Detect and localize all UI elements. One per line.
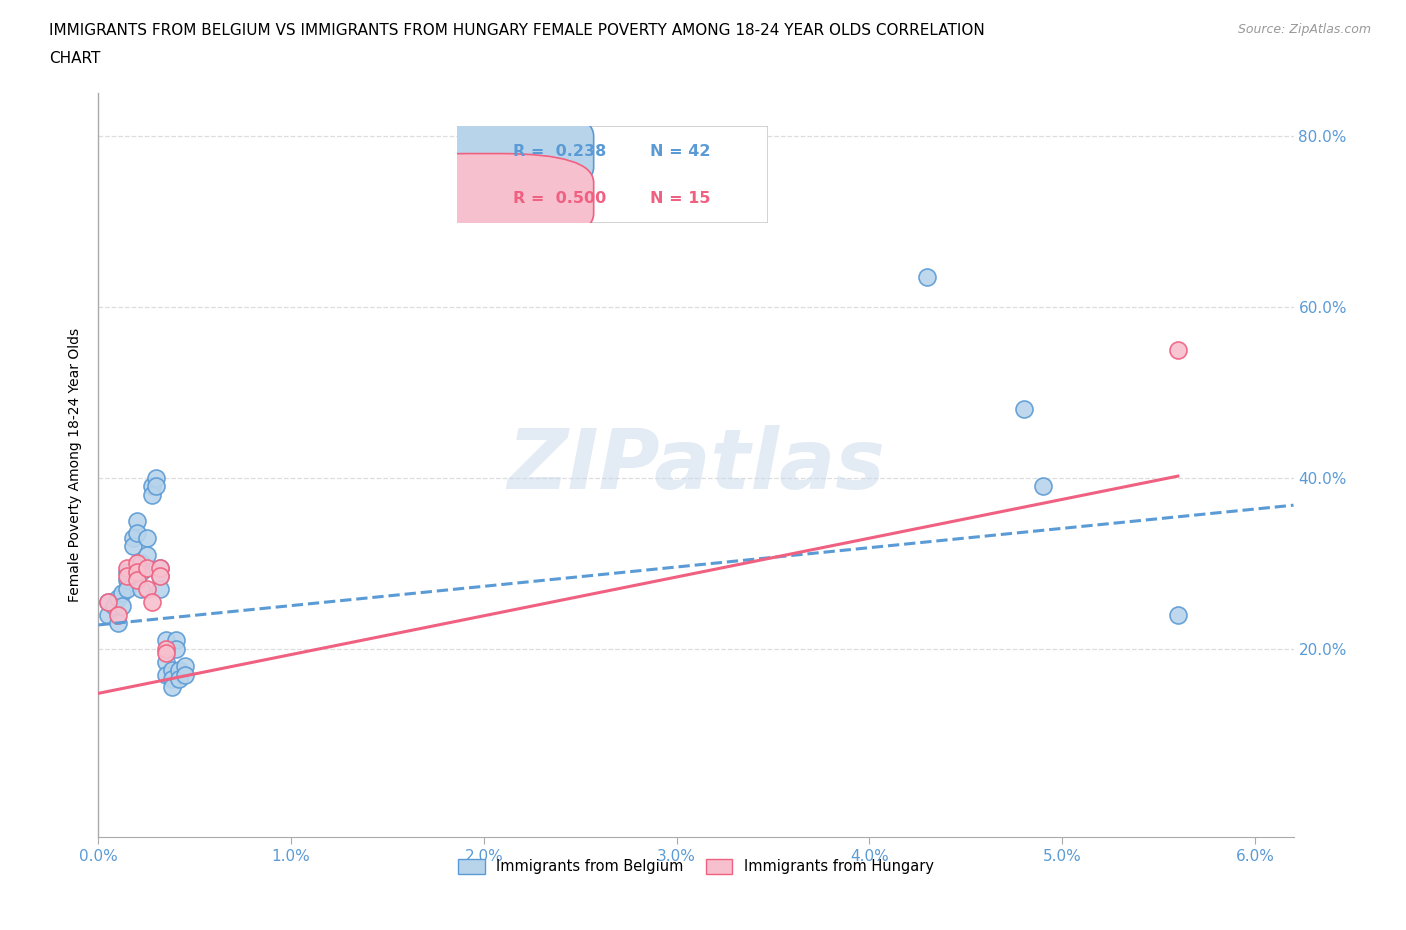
Point [165, 642, 187, 657]
Point [160, 671, 183, 686]
Point [1032, 479, 1054, 494]
Point [1012, 402, 1035, 417]
Point [97, 594, 120, 609]
Point [141, 487, 163, 502]
Point [97, 607, 120, 622]
Legend: Immigrants from Belgium, Immigrants from Hungary: Immigrants from Belgium, Immigrants from… [451, 851, 941, 882]
Point [141, 479, 163, 494]
Y-axis label: Female Poverty Among 18-24 Year Olds: Female Poverty Among 18-24 Year Olds [69, 328, 83, 602]
Point [107, 616, 129, 631]
Point [129, 565, 152, 579]
Point [129, 581, 152, 596]
Point [149, 581, 172, 596]
Point [174, 658, 197, 673]
Point [1167, 342, 1189, 357]
Point [122, 538, 145, 553]
Point [125, 573, 148, 588]
Point [160, 680, 183, 695]
Point [155, 642, 177, 657]
Point [117, 573, 139, 588]
Point [125, 526, 148, 541]
Point [169, 663, 191, 678]
Point [125, 565, 148, 579]
Point [141, 594, 163, 609]
Point [155, 645, 177, 660]
Point [1167, 607, 1189, 622]
Point [117, 565, 139, 579]
Point [117, 560, 139, 575]
Text: ZIPatlas: ZIPatlas [508, 424, 884, 506]
Point [135, 530, 157, 545]
Point [110, 586, 132, 601]
Point [117, 569, 139, 584]
Text: Source: ZipAtlas.com: Source: ZipAtlas.com [1237, 23, 1371, 36]
Point [169, 671, 191, 686]
Point [160, 663, 183, 678]
Point [165, 633, 187, 648]
Point [917, 270, 939, 285]
Point [149, 569, 172, 584]
Point [145, 471, 167, 485]
Point [135, 581, 157, 596]
Point [125, 556, 148, 571]
Point [145, 479, 167, 494]
Point [149, 560, 172, 575]
Point [149, 560, 172, 575]
Text: CHART: CHART [49, 51, 101, 66]
Point [110, 599, 132, 614]
Point [103, 599, 125, 614]
Point [149, 569, 172, 584]
Point [125, 513, 148, 528]
Point [97, 594, 120, 609]
Point [122, 530, 145, 545]
Text: IMMIGRANTS FROM BELGIUM VS IMMIGRANTS FROM HUNGARY FEMALE POVERTY AMONG 18-24 YE: IMMIGRANTS FROM BELGIUM VS IMMIGRANTS FR… [49, 23, 986, 38]
Point [155, 667, 177, 682]
Point [107, 607, 129, 622]
Point [117, 581, 139, 596]
Point [107, 591, 129, 605]
Point [129, 556, 152, 571]
Point [155, 633, 177, 648]
Point [135, 548, 157, 563]
Point [174, 667, 197, 682]
Point [135, 560, 157, 575]
Point [155, 654, 177, 669]
